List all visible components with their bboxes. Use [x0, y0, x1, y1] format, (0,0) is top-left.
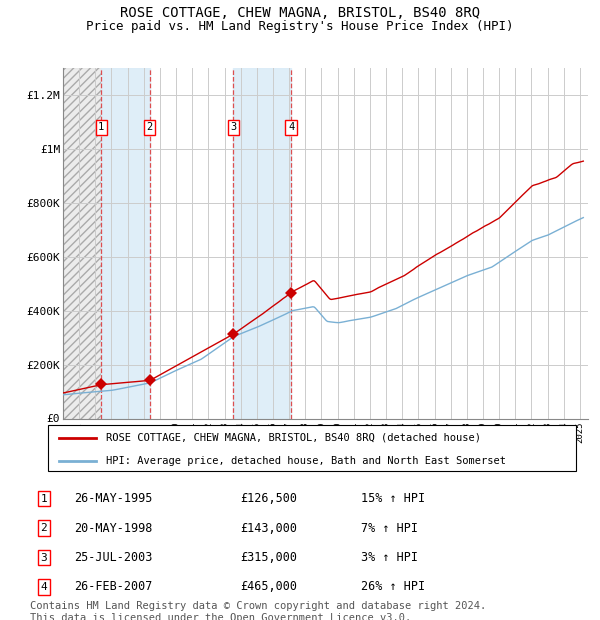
Text: 15% ↑ HPI: 15% ↑ HPI	[361, 492, 425, 505]
Text: Contains HM Land Registry data © Crown copyright and database right 2024.
This d: Contains HM Land Registry data © Crown c…	[30, 601, 486, 620]
Text: 2: 2	[40, 523, 47, 533]
Bar	[63, 68, 101, 418]
Text: 4: 4	[288, 123, 294, 133]
Text: ROSE COTTAGE, CHEW MAGNA, BRISTOL, BS40 8RQ: ROSE COTTAGE, CHEW MAGNA, BRISTOL, BS40 …	[120, 6, 480, 20]
Text: 3% ↑ HPI: 3% ↑ HPI	[361, 551, 418, 564]
Text: £315,000: £315,000	[240, 551, 297, 564]
Text: 7% ↑ HPI: 7% ↑ HPI	[361, 521, 418, 534]
FancyBboxPatch shape	[48, 425, 576, 471]
Bar	[63, 68, 101, 418]
Text: 26-MAY-1995: 26-MAY-1995	[74, 492, 152, 505]
Text: £143,000: £143,000	[240, 521, 297, 534]
Text: 26-FEB-2007: 26-FEB-2007	[74, 580, 152, 593]
Text: 3: 3	[230, 123, 236, 133]
Text: £126,500: £126,500	[240, 492, 297, 505]
Text: £465,000: £465,000	[240, 580, 297, 593]
Text: 1: 1	[98, 123, 104, 133]
Text: 4: 4	[40, 582, 47, 592]
Bar	[101, 68, 150, 418]
Bar	[233, 68, 291, 418]
Text: 25-JUL-2003: 25-JUL-2003	[74, 551, 152, 564]
Text: 26% ↑ HPI: 26% ↑ HPI	[361, 580, 425, 593]
Text: 1: 1	[40, 494, 47, 503]
Text: ROSE COTTAGE, CHEW MAGNA, BRISTOL, BS40 8RQ (detached house): ROSE COTTAGE, CHEW MAGNA, BRISTOL, BS40 …	[106, 433, 481, 443]
Text: 20-MAY-1998: 20-MAY-1998	[74, 521, 152, 534]
Text: 2: 2	[146, 123, 153, 133]
Text: 3: 3	[40, 552, 47, 562]
Text: Price paid vs. HM Land Registry's House Price Index (HPI): Price paid vs. HM Land Registry's House …	[86, 20, 514, 33]
Text: HPI: Average price, detached house, Bath and North East Somerset: HPI: Average price, detached house, Bath…	[106, 456, 506, 466]
